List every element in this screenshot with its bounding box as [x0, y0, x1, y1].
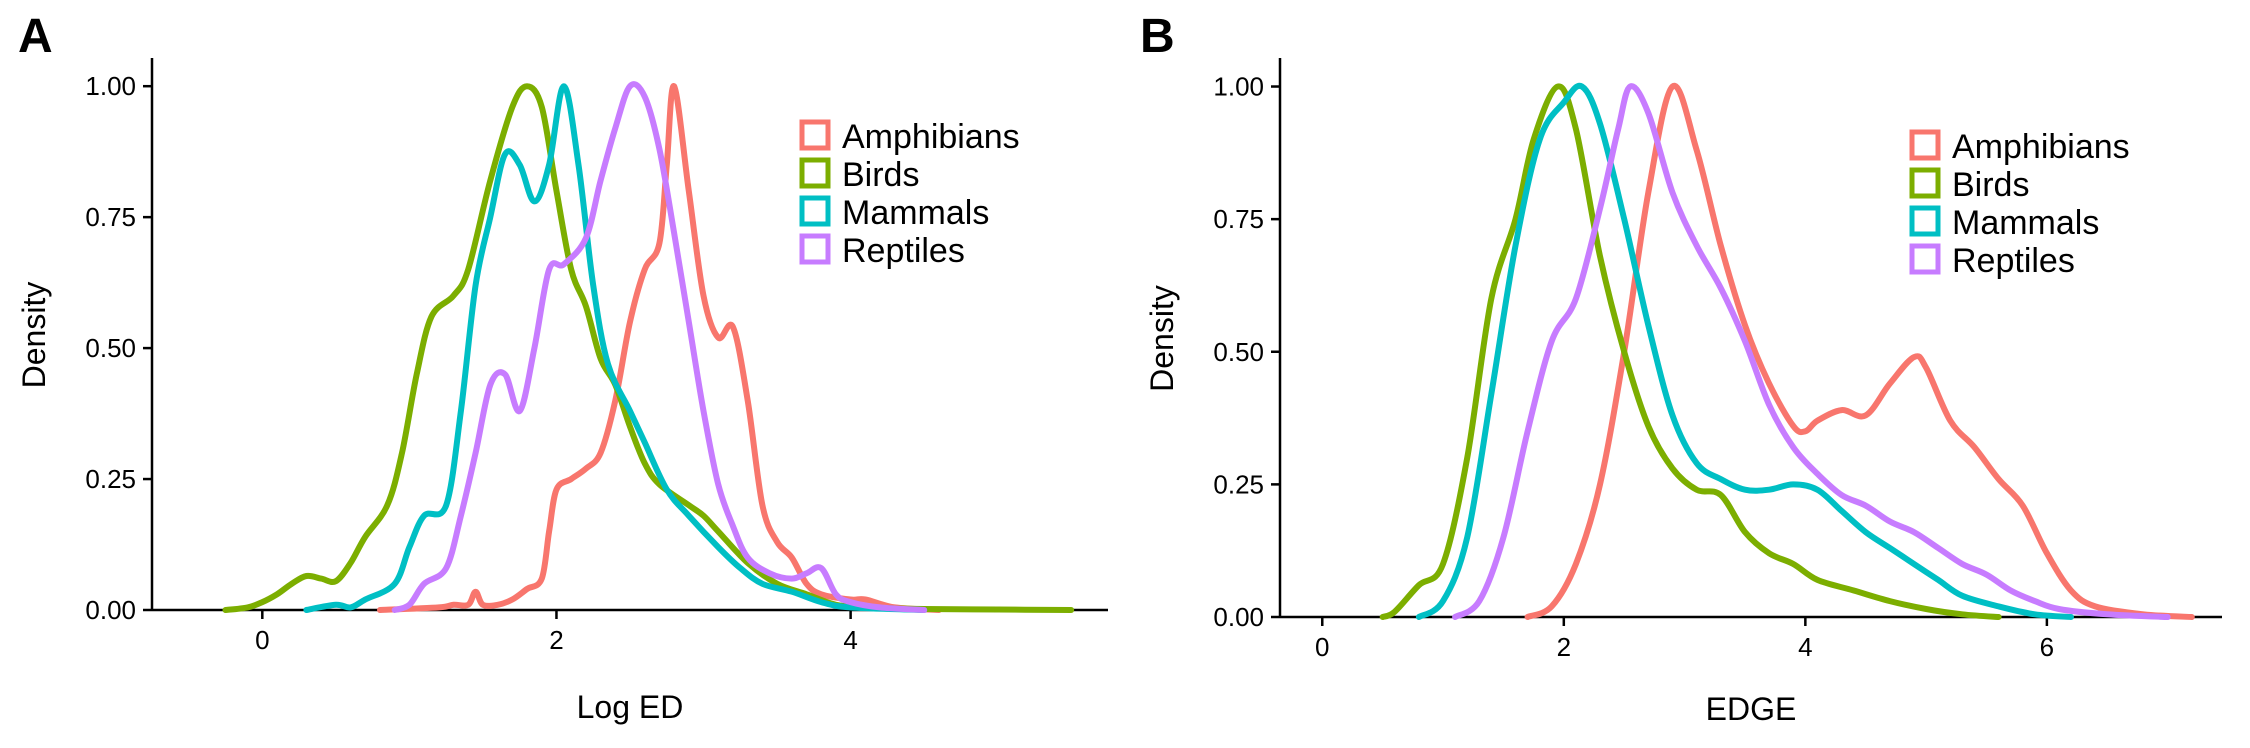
legend-key-birds	[799, 157, 831, 189]
panel-b-label: B	[1140, 10, 1175, 63]
legend-label-mammals: Mammals	[1952, 204, 2099, 242]
panel-b-x-tick-label: 4	[1798, 632, 1812, 662]
panel-a-y-tick-label: 1.00	[85, 71, 136, 101]
legend-label-mammals: Mammals	[842, 194, 989, 232]
legend-label-amphibians: Amphibians	[1952, 128, 2130, 166]
panel-b-series-mammals	[1415, 82, 2074, 620]
panel-a-y-tick-label: 0.50	[85, 333, 136, 363]
legend-key-amphibians	[1909, 129, 1941, 161]
panel-a-x-tick-label: 2	[549, 625, 563, 655]
legend-label-reptiles: Reptiles	[842, 232, 965, 270]
panel-b-x-axis-title: EDGE	[1706, 691, 1797, 727]
panel-a-series-mammals	[303, 83, 928, 613]
legend-label-amphibians: Amphibians	[842, 118, 1020, 156]
panel-b-y-tick-label: 0.25	[1213, 469, 1264, 499]
panel-b-series-amphibians	[1524, 82, 2195, 620]
legend-key-reptiles	[799, 233, 831, 265]
panel-a-y-axis-title: Density	[16, 282, 52, 389]
panel-a-y-tick-label: 0.25	[85, 464, 136, 494]
legend-key-mammals	[799, 195, 831, 227]
panel-a-letter: A	[18, 10, 53, 63]
panel-b-x-tick-label: 6	[2040, 632, 2054, 662]
panel-b-y-axis-title: Density	[1144, 285, 1180, 392]
panel-b-plot: 0.00 0.25 0.50 0.75 1.00 0 2 4 6 EDGE Density Amphi…	[1144, 58, 2222, 727]
panel-b-x-tick-label: 0	[1315, 632, 1329, 662]
panel-a-x-tick-label: 0	[255, 625, 269, 655]
panel-b-series-reptiles	[1452, 83, 2171, 620]
panel-a-series-amphibians	[377, 83, 942, 613]
panel-b-y-tick-label: 0.75	[1213, 204, 1264, 234]
panel-b-y-tick-label: 1.00	[1213, 72, 1264, 102]
panel-a-series-birds	[222, 83, 1075, 613]
panel-a-x-tick-label: 4	[843, 625, 857, 655]
legend-label-birds: Birds	[842, 156, 919, 194]
panel-b-y-tick-label: 0.00	[1213, 602, 1264, 632]
panel-a-y-tick-label: 0.00	[85, 595, 136, 625]
legend-label-birds: Birds	[1952, 166, 2029, 204]
legend-key-reptiles	[1909, 243, 1941, 275]
legend-key-mammals	[1909, 205, 1941, 237]
panel-a-plot: 0.00 0.25 0.50 0.75 1.00 0 2 4 Log ED Density Amph…	[16, 58, 1108, 725]
legend-key-birds	[1909, 167, 1941, 199]
panel-b-series-birds	[1379, 83, 2002, 620]
panel-b-y-tick-label: 0.50	[1213, 337, 1264, 367]
panel-b-x-tick-label: 2	[1557, 632, 1571, 662]
panel-a-label: A	[18, 10, 53, 63]
legend-label-reptiles: Reptiles	[1952, 242, 2075, 280]
panel-a-x-axis-title: Log ED	[577, 689, 684, 725]
legend-key-amphibians	[799, 119, 831, 151]
panel-a-y-tick-label: 0.75	[85, 202, 136, 232]
panel-b-letter: B	[1140, 10, 1175, 63]
panel-a-series-reptiles	[391, 81, 928, 613]
